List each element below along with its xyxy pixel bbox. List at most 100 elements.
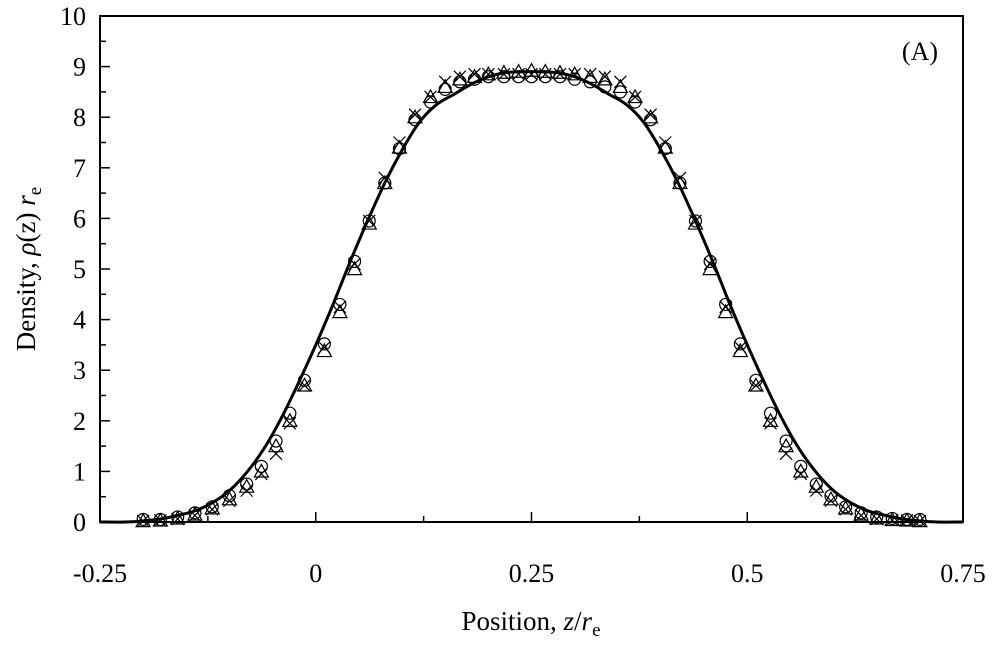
circle-point xyxy=(317,337,331,351)
triangle-point xyxy=(451,71,468,86)
y-tick-label: 4 xyxy=(73,306,86,335)
cross-point xyxy=(598,70,612,84)
cross-point xyxy=(468,67,481,81)
y-tick-label: 6 xyxy=(73,204,86,233)
triangle-point xyxy=(238,478,255,493)
triangle-point xyxy=(152,512,169,527)
cross-point xyxy=(900,514,914,527)
circle-point xyxy=(733,337,747,351)
cross-point xyxy=(733,341,747,354)
cross-point xyxy=(568,67,582,81)
triangle-point xyxy=(169,510,186,525)
cross-point xyxy=(764,416,777,430)
cross-point xyxy=(136,514,150,528)
solid-line-series xyxy=(99,70,964,524)
y-tick-label: 1 xyxy=(73,457,86,486)
axis-ticks xyxy=(99,15,964,523)
triangle-point xyxy=(376,174,393,190)
y-tick-label: 3 xyxy=(73,356,86,385)
data-series xyxy=(99,62,964,528)
triangle-point xyxy=(135,512,152,528)
cross-point xyxy=(644,108,658,122)
circle-point xyxy=(598,80,612,94)
triangle-point xyxy=(868,510,885,525)
cross-point xyxy=(794,467,808,481)
triangle-point xyxy=(627,88,644,104)
cross-point xyxy=(839,502,853,516)
x-tick-label: -0.25 xyxy=(73,559,127,588)
circle-point xyxy=(481,70,495,84)
triangle-point xyxy=(687,215,704,230)
triangle-point xyxy=(331,303,348,319)
circle-point xyxy=(269,434,283,448)
circle-point xyxy=(749,373,763,387)
cross-point xyxy=(809,484,823,498)
y-tick-label: 7 xyxy=(73,154,86,183)
cross-point xyxy=(913,514,927,528)
circle-point xyxy=(779,434,793,448)
triangle-point xyxy=(495,64,512,79)
triangle-point xyxy=(837,500,854,515)
circle-point xyxy=(794,459,808,473)
y-tick-label: 8 xyxy=(73,103,86,132)
triangle-point xyxy=(186,506,203,521)
circle-point xyxy=(438,82,452,96)
triangle-point xyxy=(702,260,719,276)
y-axis-title: Density, ρ(z) re xyxy=(11,187,46,351)
triangle-point xyxy=(268,437,285,453)
triangle-point xyxy=(657,139,674,154)
cross-point xyxy=(171,512,185,526)
tick-labels: 0 1 2 3 4 5 6 7 8 9 10 -0.25 0 0.25 0.5 0.75 xyxy=(60,2,986,588)
cross-point xyxy=(481,67,495,81)
cross-point xyxy=(703,257,717,271)
x-tick-label: 0.75 xyxy=(940,559,986,588)
triangle-point xyxy=(437,78,454,94)
triangle-point xyxy=(612,78,629,94)
triangle-point xyxy=(582,68,599,83)
circle-point xyxy=(347,254,362,269)
cross-point xyxy=(673,171,687,185)
triangle-point xyxy=(361,215,378,230)
cross-point xyxy=(298,378,311,392)
cross-point xyxy=(824,494,838,508)
circle-point xyxy=(453,75,467,89)
cross-point xyxy=(779,447,793,461)
circle-point xyxy=(824,489,838,503)
cross-point xyxy=(333,300,347,314)
y-tick-label: 0 xyxy=(73,508,86,537)
cross-point xyxy=(512,67,525,81)
circle-point xyxy=(703,254,717,269)
cross-point xyxy=(538,67,552,81)
triangle-point xyxy=(422,88,439,104)
x-tick-label: 0.25 xyxy=(509,559,555,588)
cross-point xyxy=(205,502,219,516)
circle-point xyxy=(719,297,733,312)
cross-point xyxy=(689,214,702,228)
y-tick-label: 2 xyxy=(73,407,86,436)
triangle-point xyxy=(391,139,408,154)
cross-point xyxy=(153,514,167,527)
cross-point xyxy=(317,341,331,354)
cross-point xyxy=(749,378,763,392)
triangle-point xyxy=(296,377,313,392)
x-tick-label: 0.5 xyxy=(731,559,764,588)
plot-frame xyxy=(99,15,964,523)
triangle-point xyxy=(853,506,870,521)
triangle-point xyxy=(480,65,497,81)
cross-point xyxy=(525,67,538,81)
x-tick-label: 0 xyxy=(309,559,322,588)
cross-point xyxy=(497,67,511,81)
triangle-point xyxy=(346,260,363,276)
cross-point xyxy=(254,467,268,481)
triangle-point xyxy=(642,108,659,124)
cross-point xyxy=(269,447,283,461)
triangle-point xyxy=(466,68,483,83)
y-tick-label: 9 xyxy=(73,53,86,82)
cross-point xyxy=(854,508,868,522)
cross-point xyxy=(870,512,884,526)
triangle-point xyxy=(747,377,764,392)
triangle-point xyxy=(221,490,238,506)
triangle-point xyxy=(911,512,928,528)
cross-point xyxy=(628,90,642,104)
cross-point xyxy=(424,90,437,104)
